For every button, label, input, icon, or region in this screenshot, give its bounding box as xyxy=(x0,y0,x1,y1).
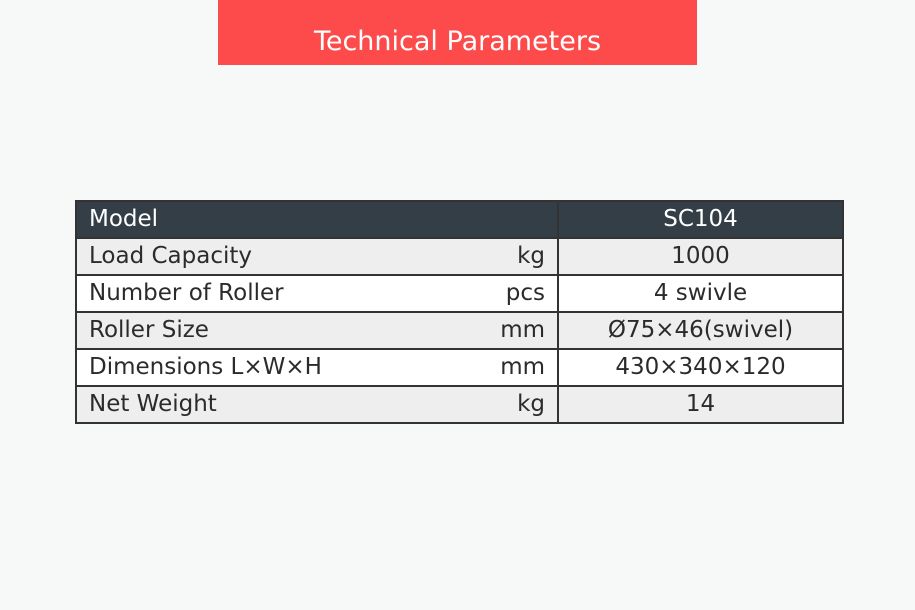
title-banner: Technical Parameters xyxy=(218,0,697,65)
row-unit: mm xyxy=(500,317,545,343)
table-row: Roller Size mm Ø75×46(swivel) xyxy=(75,311,844,350)
row-unit: pcs xyxy=(505,280,545,306)
row-value: Ø75×46(swivel) xyxy=(557,311,844,350)
table-row: Dimensions L×W×H mm 430×340×120 xyxy=(75,348,844,387)
header-value: SC104 xyxy=(557,200,844,239)
row-value: 14 xyxy=(557,385,844,424)
row-label: Number of Roller xyxy=(89,280,284,306)
page-title: Technical Parameters xyxy=(313,26,602,57)
row-unit: mm xyxy=(500,354,545,380)
row-unit: kg xyxy=(517,391,545,417)
row-label: Roller Size xyxy=(89,317,209,343)
row-value: 430×340×120 xyxy=(557,348,844,387)
row-value: 4 swivle xyxy=(557,274,844,313)
header-label: Model xyxy=(75,200,559,239)
row-value: 1000 xyxy=(557,237,844,276)
table-row: Load Capacity kg 1000 xyxy=(75,237,844,276)
table-row: Number of Roller pcs 4 swivle xyxy=(75,274,844,313)
table-header-row: Model SC104 xyxy=(75,200,844,239)
row-label: Load Capacity xyxy=(89,243,252,269)
row-unit: kg xyxy=(517,243,545,269)
row-label: Net Weight xyxy=(89,391,217,417)
parameters-table: Model SC104 Load Capacity kg 1000 Number … xyxy=(75,200,844,424)
row-label: Dimensions L×W×H xyxy=(89,354,322,380)
table-row: Net Weight kg 14 xyxy=(75,385,844,424)
